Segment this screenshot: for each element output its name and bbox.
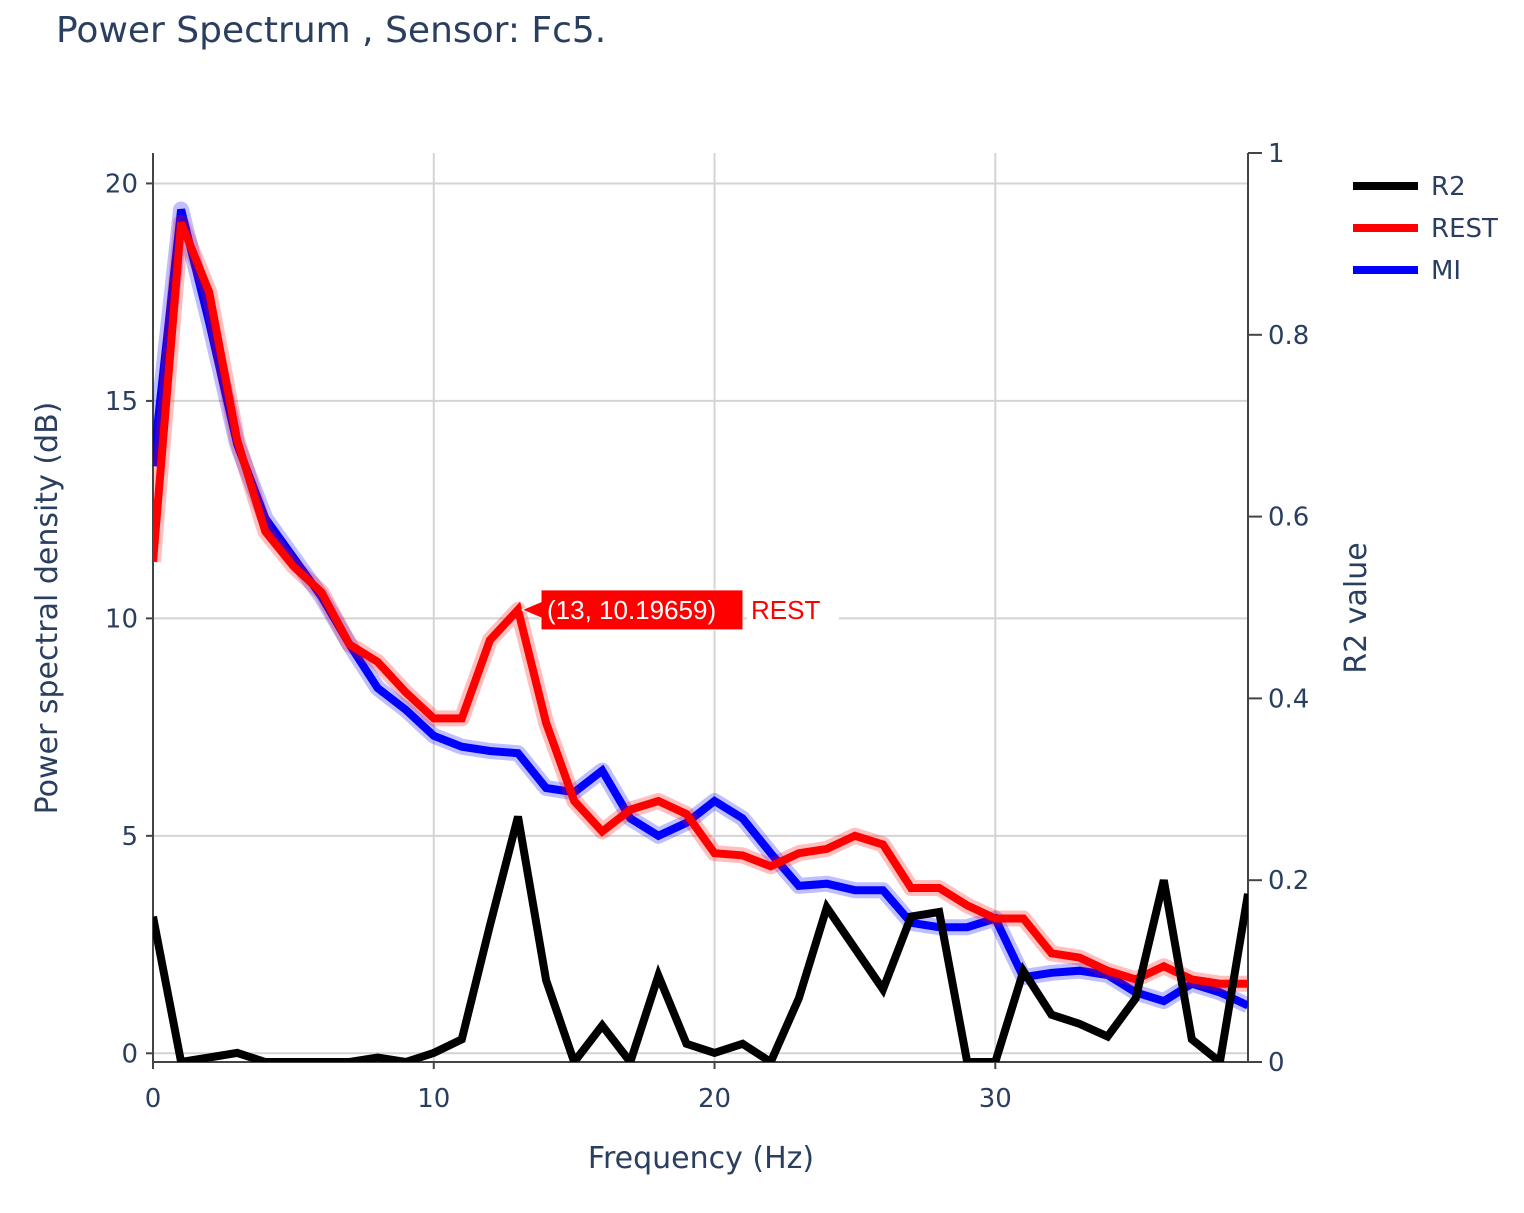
legend-label: MI — [1431, 256, 1461, 286]
series-lines[interactable] — [153, 201, 1248, 1063]
y2-tick-label: 0.8 — [1268, 321, 1309, 351]
x-tick-label: 20 — [698, 1084, 731, 1114]
legend-label: R2 — [1431, 172, 1466, 202]
chart-title: Power Spectrum , Sensor: Fc5. — [56, 10, 606, 51]
hover-label-bg — [747, 589, 839, 630]
y-tick-label: 0 — [121, 1039, 138, 1069]
hover-tooltip: (13, 10.19659) REST — [520, 589, 839, 631]
hover-value-text: (13, 10.19659) — [547, 595, 716, 625]
y2-tick-label: 0 — [1268, 1048, 1285, 1078]
hover-series-label: REST — [751, 595, 820, 625]
x-tick-label: 30 — [979, 1084, 1012, 1114]
x-tick-label: 0 — [145, 1084, 162, 1114]
x-tick-label: 10 — [417, 1084, 450, 1114]
legend-item-rest[interactable]: REST — [1353, 214, 1498, 244]
y-axis-title: Power spectral density (dB) — [30, 402, 65, 815]
series-line-r2[interactable] — [153, 815, 1248, 1062]
y2-tick-label: 0.4 — [1268, 684, 1309, 714]
y2-tick-label: 0.6 — [1268, 503, 1309, 533]
x-axis-title: Frequency (Hz) — [588, 1141, 814, 1176]
legend-item-mi[interactable]: MI — [1353, 256, 1461, 286]
y2-axis-title: R2 value — [1339, 542, 1374, 673]
legend-item-r2[interactable]: R2 — [1353, 172, 1466, 202]
y-tick-label: 15 — [105, 387, 138, 417]
y-tick-label: 5 — [121, 822, 138, 852]
series-line-rest[interactable] — [153, 221, 1248, 988]
legend-label: REST — [1431, 214, 1498, 244]
axes: 0 10 20 30 0 5 10 15 20 0 0.2 0.4 0.6 0.8 1 — [105, 139, 1309, 1114]
legend[interactable]: R2 REST MI — [1353, 172, 1498, 286]
y-tick-label: 10 — [105, 604, 138, 634]
hover-box — [520, 589, 744, 631]
y-tick-label: 20 — [105, 169, 138, 199]
y2-tick-label: 0.2 — [1268, 866, 1309, 896]
y2-tick-label: 1 — [1268, 139, 1285, 169]
